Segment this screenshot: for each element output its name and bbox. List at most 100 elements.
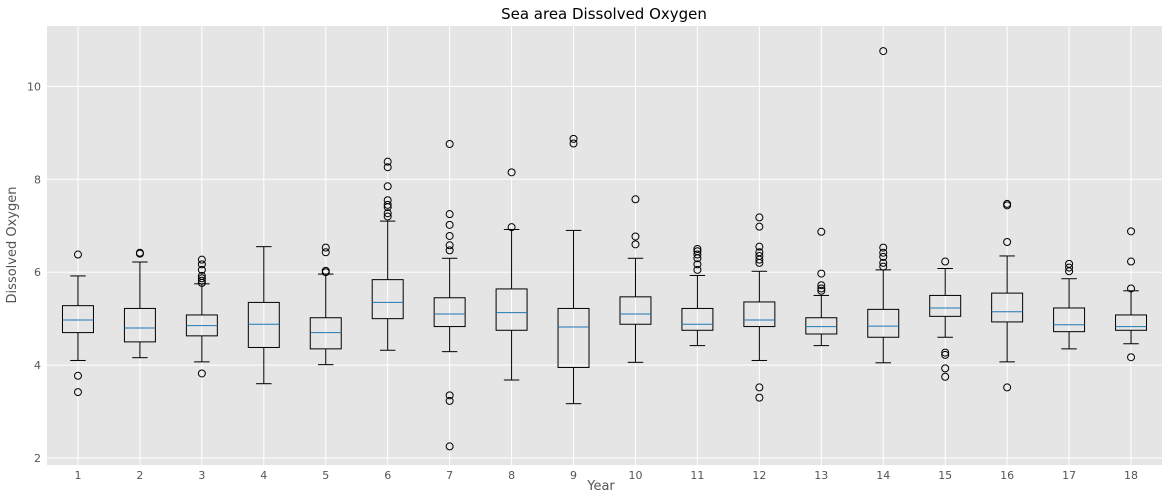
outlier-point: [817, 284, 826, 293]
box: [433, 297, 466, 328]
outlier-point: [941, 348, 950, 357]
outlier-point: [817, 281, 826, 290]
box: [619, 296, 652, 325]
box: [1115, 314, 1148, 331]
outlier-point: [817, 227, 826, 236]
box: [61, 305, 94, 334]
box-group: [1053, 259, 1086, 350]
box: [929, 294, 962, 317]
outlier-point: [383, 182, 392, 191]
x-tick-label: 6: [384, 469, 391, 482]
outlier-point: [445, 396, 454, 405]
outlier-point: [693, 254, 702, 263]
outlier-point: [755, 222, 764, 231]
outlier-point: [755, 213, 764, 222]
y-tick-label: 2: [34, 452, 41, 465]
outlier-point: [197, 265, 206, 274]
outlier-point: [755, 242, 764, 251]
outlier-point: [197, 278, 206, 287]
box-group: [867, 47, 900, 364]
outlier-point: [693, 250, 702, 259]
outlier-point: [197, 255, 206, 264]
box: [371, 279, 404, 320]
box: [557, 307, 590, 368]
box-group: [309, 243, 342, 366]
outlier-point: [1003, 383, 1012, 392]
box: [991, 292, 1024, 323]
box-group: [123, 248, 156, 359]
box: [681, 307, 714, 331]
outlier-point: [941, 372, 950, 381]
box-group: [247, 246, 280, 385]
outlier-point: [879, 258, 888, 267]
x-axis-label: Year: [586, 479, 615, 494]
outlier-point: [1003, 238, 1012, 247]
x-tick-label: 16: [1000, 469, 1014, 482]
outlier-point: [879, 252, 888, 261]
outlier-point: [445, 241, 454, 250]
outlier-point: [817, 286, 826, 295]
box: [123, 307, 156, 343]
outlier-point: [321, 268, 330, 277]
x-tick-label: 4: [260, 469, 267, 482]
x-tick-label: 12: [752, 469, 766, 482]
outlier-point: [383, 157, 392, 166]
outlier-point: [1127, 227, 1136, 236]
outlier-point: [941, 257, 950, 266]
box-group: [929, 257, 962, 381]
box-group: [1115, 227, 1148, 362]
outlier-point: [445, 231, 454, 240]
box-group: [619, 195, 652, 363]
outlier-point: [631, 240, 640, 249]
outlier-point: [879, 262, 888, 271]
x-tick-label: 14: [876, 469, 890, 482]
outlier-point: [755, 393, 764, 402]
box: [1053, 307, 1086, 333]
x-tick-label: 18: [1124, 469, 1138, 482]
x-tick-label: 5: [322, 469, 329, 482]
outlier-point: [321, 248, 330, 257]
outlier-point: [755, 383, 764, 392]
x-tick-label: 17: [1062, 469, 1076, 482]
outlier-point: [879, 243, 888, 252]
boxes: [61, 47, 1148, 451]
outlier-point: [445, 210, 454, 219]
outlier-point: [383, 163, 392, 172]
box-group: [185, 255, 218, 378]
x-tick-label: 9: [570, 469, 577, 482]
outlier-point: [1065, 263, 1074, 272]
outlier-point: [507, 168, 516, 177]
x-tick-label: 15: [938, 469, 952, 482]
box: [247, 301, 280, 348]
outlier-point: [321, 243, 330, 252]
outlier-point: [879, 248, 888, 257]
outlier-point: [445, 391, 454, 400]
x-tick-label: 3: [198, 469, 205, 482]
outlier-point: [631, 232, 640, 241]
outlier-point: [507, 223, 516, 232]
outlier-point: [73, 250, 82, 259]
outlier-point: [197, 260, 206, 269]
box-group: [495, 168, 528, 381]
y-axis-label: Dissolved Oxygen: [5, 187, 20, 304]
outlier-point: [879, 47, 888, 56]
plot-background: [47, 26, 1162, 465]
outlier-point: [445, 246, 454, 255]
outlier-point: [197, 369, 206, 378]
box-group: [743, 213, 776, 402]
box-group: [61, 250, 94, 397]
outlier-point: [383, 209, 392, 218]
outlier-point: [445, 220, 454, 229]
box: [309, 317, 342, 350]
y-tick-label: 4: [34, 359, 41, 372]
outlier-point: [941, 364, 950, 373]
outlier-point: [135, 248, 144, 257]
outlier-point: [445, 139, 454, 148]
outlier-point: [941, 350, 950, 359]
x-tick-label: 8: [508, 469, 515, 482]
box-group: [371, 157, 404, 351]
outlier-point: [445, 442, 454, 451]
x-tick-label: 2: [136, 469, 143, 482]
outlier-point: [569, 139, 578, 148]
